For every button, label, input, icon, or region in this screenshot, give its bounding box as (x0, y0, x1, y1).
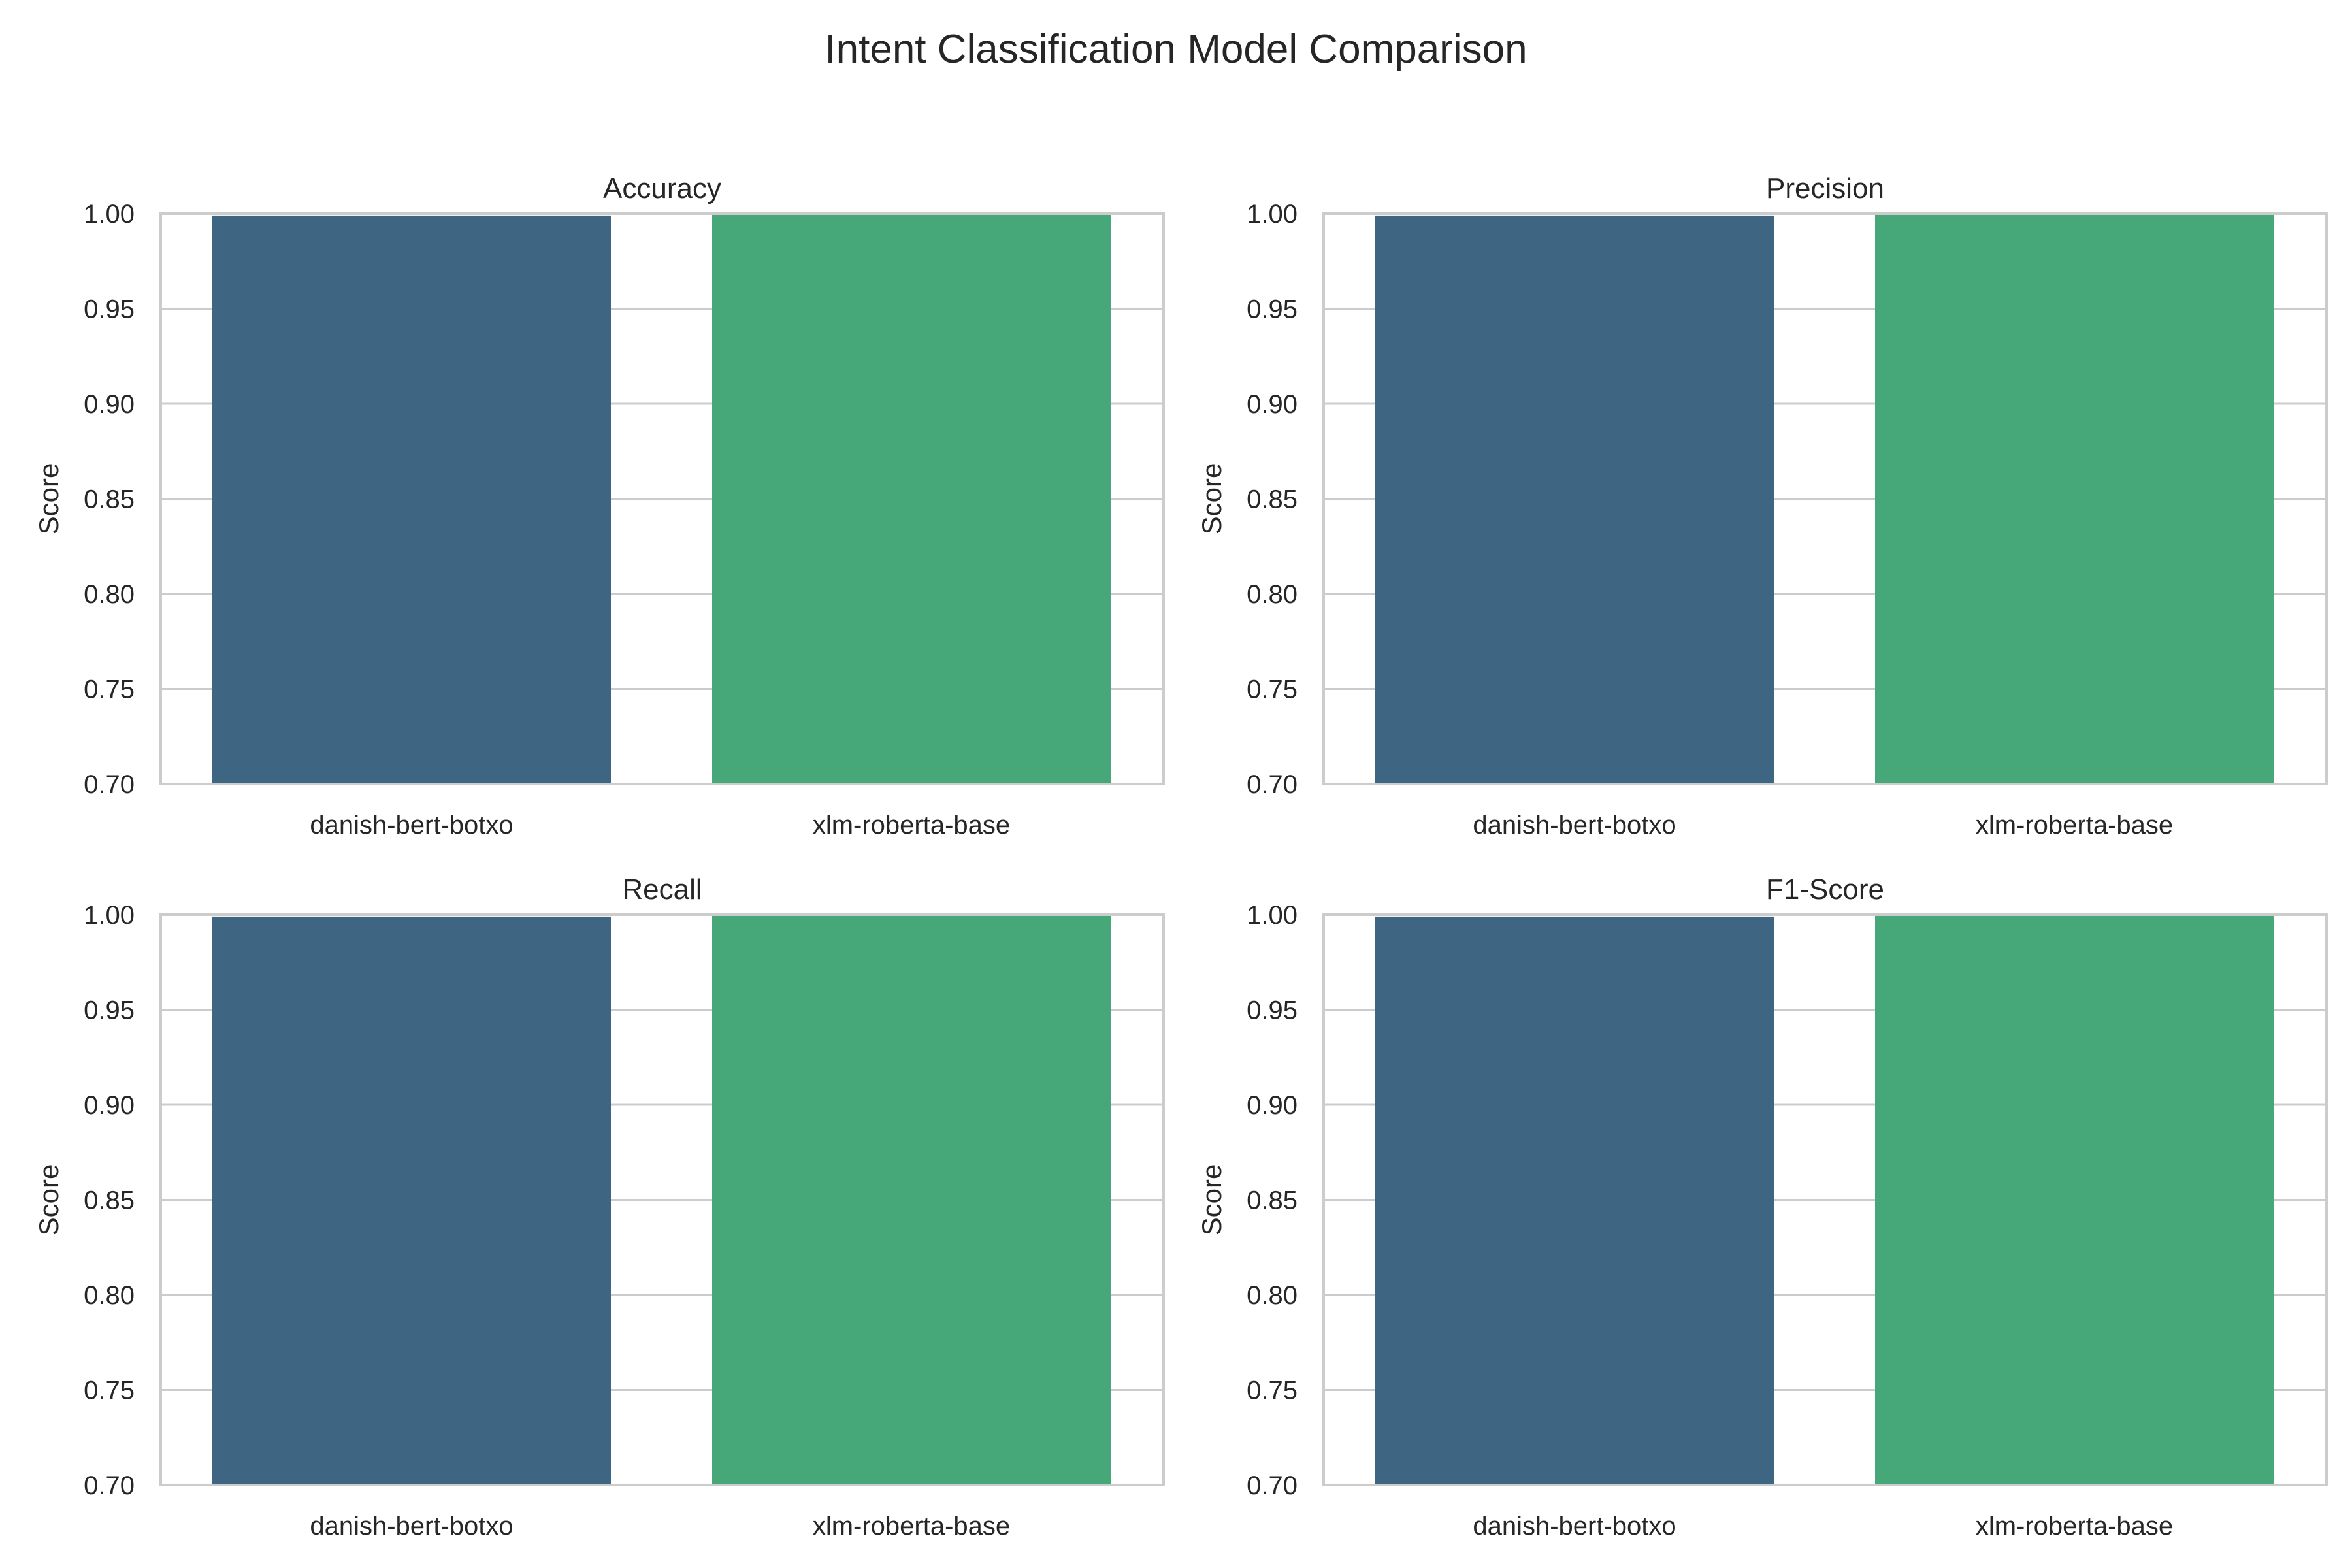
y-tick-label: 1.00 (84, 901, 135, 930)
panel-f1-score: 0.70 0.75 0.80 0.85 0.90 0.95 1.00 danish-bert-… (1196, 874, 2328, 1541)
y-tick-label: 0.85 (84, 485, 135, 514)
bar-xlm-roberta-base (712, 915, 1111, 1485)
panel-recall: 0.70 0.75 0.80 0.85 0.90 0.95 1.00 danish-bert-… (33, 874, 1165, 1541)
y-axis-title: Score (33, 1164, 64, 1236)
x-tick-label: xlm-roberta-base (1976, 1512, 2173, 1541)
panel-title: Recall (622, 874, 702, 906)
y-tick-label: 0.75 (1247, 1377, 1298, 1405)
y-tick-label: 0.70 (84, 1471, 135, 1500)
y-tick-label: 0.90 (84, 1091, 135, 1120)
y-axis-title: Score (1196, 1164, 1227, 1236)
y-axis-title: Score (1196, 463, 1227, 535)
y-tick-label: 0.80 (84, 1281, 135, 1310)
y-tick-label: 0.95 (84, 295, 135, 324)
y-tick-label: 0.85 (1247, 485, 1298, 514)
y-tick-label: 0.85 (1247, 1186, 1298, 1215)
bar-danish-bert-botxo (212, 215, 611, 784)
y-tick-label: 1.00 (84, 200, 135, 229)
panel-title: Accuracy (603, 172, 721, 204)
y-tick-label: 0.80 (1247, 580, 1298, 609)
y-tick-label: 0.90 (84, 390, 135, 419)
y-tick-label: 1.00 (1247, 200, 1298, 229)
panel-accuracy: 0.70 0.75 0.80 0.85 0.90 0.95 1.00 danish-bert-… (33, 172, 1165, 840)
figure-title: Intent Classification Model Comparison (825, 27, 1527, 72)
y-tick-label: 0.75 (84, 1377, 135, 1405)
bar-xlm-roberta-base (1875, 915, 2274, 1485)
y-tick-label: 0.70 (1247, 1471, 1298, 1500)
y-tick-label: 0.80 (1247, 1281, 1298, 1310)
x-tick-label: xlm-roberta-base (813, 811, 1010, 840)
y-tick-label: 0.90 (1247, 1091, 1298, 1120)
plot-frame (1322, 913, 2328, 1486)
y-tick-label: 0.90 (1247, 390, 1298, 419)
x-tick-label: danish-bert-botxo (1473, 811, 1676, 840)
x-tick-label: xlm-roberta-base (1976, 811, 2173, 840)
x-tick-label: xlm-roberta-base (813, 1512, 1010, 1541)
plot-frame (1322, 212, 2328, 785)
bar-xlm-roberta-base (1875, 214, 2274, 784)
panel-title: F1-Score (1766, 874, 1884, 906)
y-tick-label: 0.95 (84, 996, 135, 1025)
x-tick-label: danish-bert-botxo (1473, 1512, 1676, 1541)
y-tick-label: 0.95 (1247, 295, 1298, 324)
x-tick-label: danish-bert-botxo (310, 811, 513, 840)
y-tick-label: 0.75 (84, 676, 135, 704)
panel-title: Precision (1766, 172, 1884, 204)
y-axis-title: Score (33, 463, 64, 535)
y-tick-label: 0.70 (84, 770, 135, 799)
bar-danish-bert-botxo (212, 916, 611, 1485)
y-tick-label: 0.80 (84, 580, 135, 609)
y-tick-label: 0.95 (1247, 996, 1298, 1025)
y-tick-label: 0.75 (1247, 676, 1298, 704)
y-tick-label: 0.85 (84, 1186, 135, 1215)
y-tick-label: 0.70 (1247, 770, 1298, 799)
panel-precision: 0.70 0.75 0.80 0.85 0.90 0.95 1.00 danish-bert-… (1196, 172, 2328, 840)
bar-xlm-roberta-base (712, 214, 1111, 784)
bar-danish-bert-botxo (1375, 215, 1774, 784)
bar-danish-bert-botxo (1375, 916, 1774, 1485)
plot-frame (159, 913, 1165, 1486)
x-tick-label: danish-bert-botxo (310, 1512, 513, 1541)
y-tick-label: 1.00 (1247, 901, 1298, 930)
plot-frame (159, 212, 1165, 785)
